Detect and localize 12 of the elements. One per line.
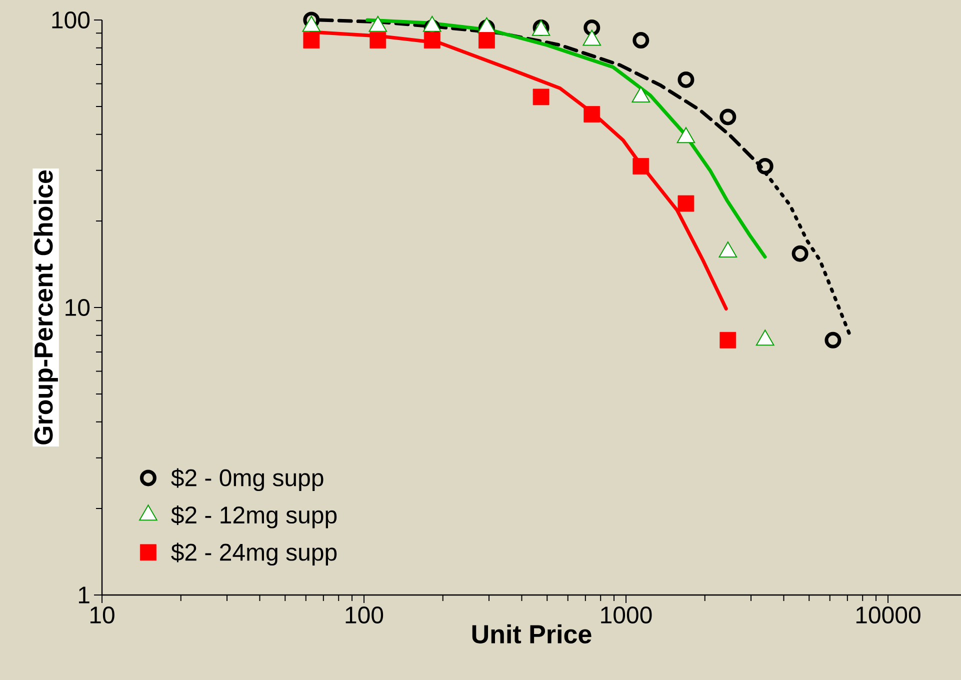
- x-tick-label: 10: [90, 606, 114, 624]
- x-tick-label: 10000: [856, 606, 920, 624]
- y-tick-label: 100: [52, 11, 90, 28]
- y-tick-label: 10: [66, 298, 90, 316]
- legend-label: $2 - 0mg supp: [171, 468, 324, 492]
- x-axis-title: Unit Price: [472, 624, 592, 644]
- x-tick-label: 100: [346, 606, 384, 624]
- legend-label: $2 - 24mg supp: [171, 542, 337, 566]
- y-axis-title: Group-Percent Choice: [34, 170, 58, 444]
- x-tick-label: 1000: [601, 606, 652, 624]
- legend-label: $2 - 12mg supp: [171, 506, 337, 528]
- y-tick-label: 1: [78, 586, 90, 604]
